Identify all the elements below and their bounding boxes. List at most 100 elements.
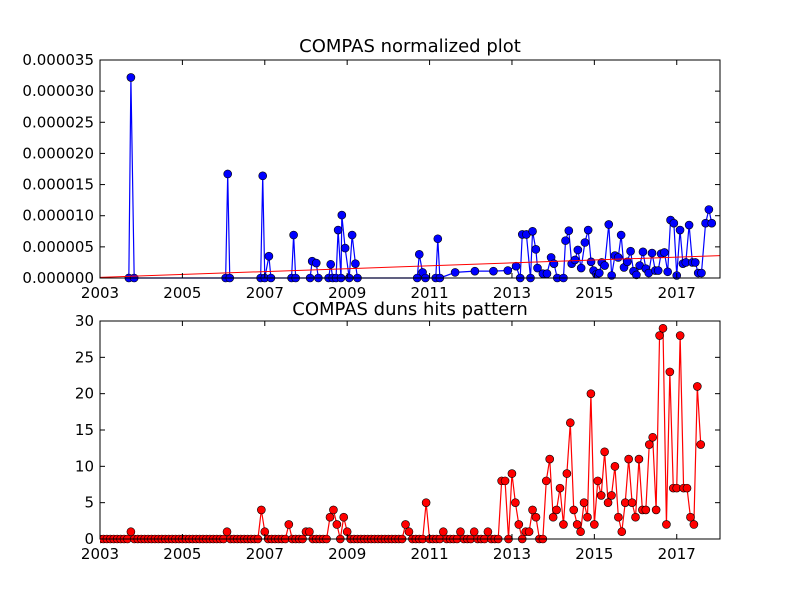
- trend-line: [100, 255, 720, 278]
- data-point: [576, 527, 585, 537]
- x-tick-label: 2013: [493, 545, 531, 563]
- data-point: [604, 220, 614, 229]
- y-tick-label: 0.000015: [22, 176, 94, 194]
- data-point: [340, 243, 350, 253]
- data-point: [438, 527, 448, 537]
- data-point: [623, 257, 632, 267]
- data-point: [617, 527, 627, 537]
- data-point: [548, 512, 558, 522]
- data-point: [593, 476, 603, 486]
- data-point: [333, 225, 343, 235]
- data-point: [613, 253, 623, 262]
- data-point: [594, 268, 604, 278]
- data-point: [682, 483, 692, 493]
- data-point: [579, 498, 589, 507]
- duns-hits-ticks: 2003 2005 2007 2009 2011 2013 2015 2017 0 5 10 15 20…: [75, 312, 720, 563]
- data-point: [541, 476, 551, 486]
- data-point: [570, 255, 580, 265]
- data-point: [528, 226, 537, 236]
- data-point: [634, 454, 644, 464]
- data-point: [533, 263, 542, 273]
- data-point: [223, 169, 233, 179]
- data-point: [653, 266, 663, 275]
- data-point: [689, 520, 699, 529]
- data-point: [669, 218, 679, 228]
- data-point: [514, 520, 524, 529]
- y-tick-label: 0.000035: [22, 51, 94, 69]
- data-point: [562, 469, 572, 478]
- data-point: [545, 454, 555, 464]
- data-point: [347, 230, 357, 240]
- data-point: [559, 520, 568, 529]
- data-point: [651, 505, 661, 515]
- data-point: [552, 505, 561, 515]
- data-point: [401, 520, 410, 529]
- data-point: [603, 498, 613, 507]
- data-point: [469, 527, 479, 537]
- data-point: [583, 225, 593, 235]
- y-tick-label: 0.000000: [22, 269, 94, 287]
- data-point: [631, 512, 640, 522]
- data-point: [586, 389, 596, 398]
- duns-hits-title: COMPAS duns hits pattern: [292, 299, 527, 320]
- data-point: [257, 505, 266, 515]
- data-point: [627, 498, 637, 507]
- data-point: [655, 331, 664, 340]
- data-point: [284, 520, 294, 529]
- data-point: [404, 527, 414, 537]
- y-tick-label: 5: [84, 494, 94, 512]
- x-tick-label: 2013: [493, 284, 531, 302]
- data-point: [337, 210, 347, 220]
- data-point: [325, 512, 335, 522]
- data-point: [583, 512, 592, 522]
- normalized-plot-panel: COMPAS normalized plot 2003 2005 2007 2009 2…: [22, 36, 721, 302]
- data-point: [641, 505, 651, 515]
- y-tick-label: 0.000010: [22, 207, 94, 225]
- data-point: [507, 469, 517, 478]
- data-point: [483, 527, 493, 537]
- data-point: [126, 527, 136, 537]
- data-point: [697, 268, 706, 278]
- duns-hits-plot-area: [100, 323, 706, 544]
- data-point: [531, 245, 541, 254]
- x-tick-label: 2011: [410, 284, 448, 302]
- y-tick-label: 0.000030: [22, 82, 94, 100]
- data-point: [511, 261, 521, 271]
- data-point: [644, 440, 654, 449]
- data-point: [573, 245, 583, 255]
- series-group: [100, 323, 706, 544]
- data-point: [264, 251, 274, 261]
- data-point: [565, 418, 575, 428]
- data-point: [414, 250, 424, 259]
- data-point: [624, 454, 633, 464]
- data-point: [648, 432, 657, 442]
- data-point: [665, 367, 675, 377]
- data-point: [600, 447, 609, 457]
- data-point: [433, 234, 443, 244]
- data-point: [600, 261, 609, 270]
- data-point: [222, 527, 232, 537]
- x-tick-label: 2003: [81, 284, 119, 302]
- data-point: [564, 226, 574, 235]
- data-point: [663, 267, 672, 277]
- x-tick-label: 2005: [163, 284, 201, 302]
- data-point: [693, 382, 702, 391]
- x-tick-label: 2007: [246, 545, 284, 563]
- data-point: [590, 520, 599, 529]
- data-point: [607, 491, 616, 500]
- y-tick-label: 0.000020: [22, 144, 94, 162]
- x-tick-label: 2011: [410, 545, 448, 563]
- data-point: [696, 440, 706, 449]
- data-point: [610, 462, 620, 471]
- data-point: [707, 218, 717, 228]
- x-tick-label: 2009: [328, 545, 366, 563]
- data-point: [647, 248, 657, 258]
- y-tick-label: 0: [84, 530, 94, 548]
- data-point: [258, 171, 268, 181]
- data-point: [690, 258, 700, 267]
- data-point: [638, 247, 648, 257]
- y-tick-label: 0.000025: [22, 113, 94, 131]
- data-point: [456, 527, 465, 537]
- normalized-plot-title: COMPAS normalized plot: [299, 36, 521, 57]
- data-point: [632, 270, 641, 280]
